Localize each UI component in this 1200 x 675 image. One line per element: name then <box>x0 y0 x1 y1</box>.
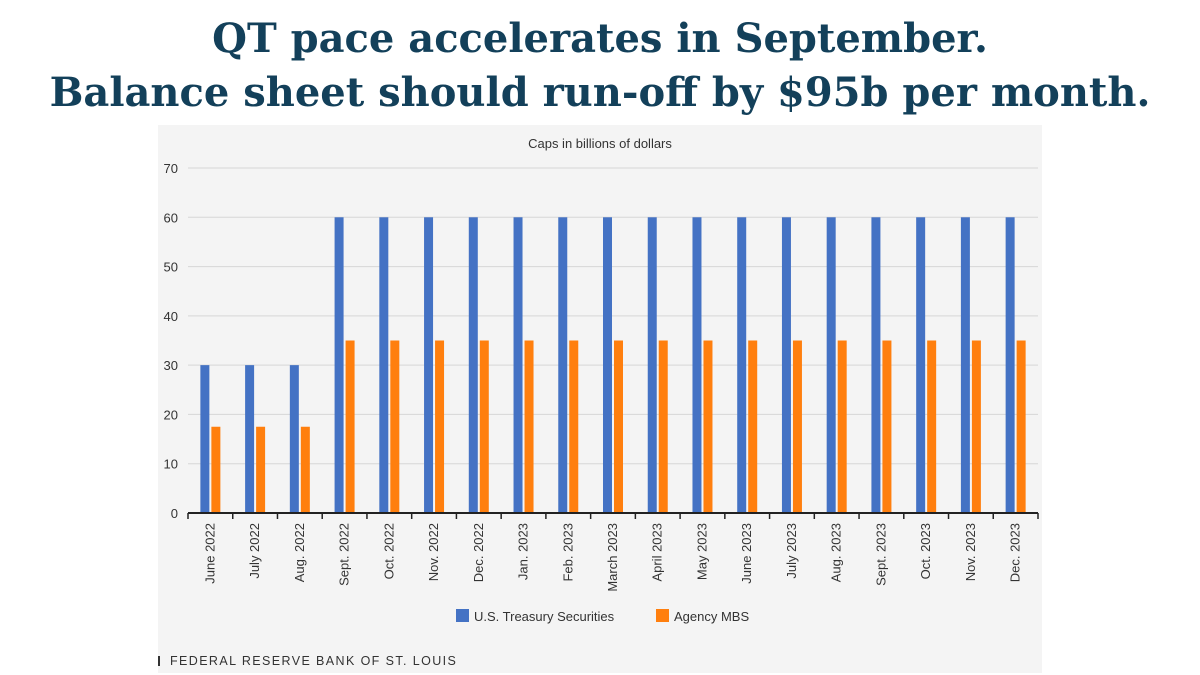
source-divider <box>158 656 160 666</box>
x-tick-label: April 2023 <box>650 523 665 582</box>
bar-treasury <box>424 217 434 513</box>
x-tick-label: Nov. 2022 <box>426 523 441 581</box>
bar-agency-mbs <box>479 340 489 513</box>
y-tick-label: 30 <box>164 358 178 373</box>
bar-treasury <box>379 217 389 513</box>
bar-treasury <box>200 365 210 513</box>
bar-treasury <box>603 217 612 513</box>
bar-treasury <box>245 365 255 513</box>
bar-treasury <box>468 217 478 513</box>
y-tick-label: 40 <box>164 309 178 324</box>
bar-agency-mbs <box>390 340 400 513</box>
bar-agency-mbs <box>703 340 713 513</box>
legend-swatch-agency-mbs <box>656 609 669 622</box>
x-tick-label: June 2022 <box>202 523 217 584</box>
y-tick-label: 0 <box>171 506 178 521</box>
chart-title: Caps in billions of dollars <box>528 136 672 151</box>
bar-agency-mbs <box>345 340 355 513</box>
bar-agency-mbs <box>524 340 534 513</box>
bar-agency-mbs <box>837 340 847 513</box>
x-tick-label: Sept. 2023 <box>873 523 888 586</box>
bar-agency-mbs <box>971 340 981 513</box>
bar-agency-mbs <box>211 426 221 513</box>
bar-agency-mbs <box>658 340 668 513</box>
y-tick-label: 70 <box>164 161 178 176</box>
bar-agency-mbs <box>792 340 802 513</box>
x-tick-label: Nov. 2023 <box>963 523 978 581</box>
bar-agency-mbs <box>435 340 445 513</box>
headline: QT pace accelerates in September. Balanc… <box>0 12 1200 120</box>
y-tick-label: 60 <box>164 210 178 225</box>
bar-agency-mbs <box>927 340 937 513</box>
x-tick-label: Dec. 2023 <box>1008 523 1023 582</box>
bar-chart: Caps in billions of dollars 0 10 20 30 40 50 60… <box>164 136 1039 624</box>
headline-line-1: QT pace accelerates in September. <box>212 15 988 62</box>
bar-agency-mbs <box>748 340 758 513</box>
y-tick-label: 50 <box>164 260 178 275</box>
x-tick-label: July 2022 <box>247 523 262 579</box>
x-tick-label: Sept. 2022 <box>337 523 352 586</box>
bar-treasury <box>737 217 747 513</box>
x-tick-label: Dec. 2022 <box>471 523 486 582</box>
y-tick-label: 20 <box>164 407 178 422</box>
bar-treasury <box>826 217 836 513</box>
y-tick-label: 10 <box>164 457 178 472</box>
headline-line-2: Balance sheet should run-off by $95b per… <box>49 69 1151 116</box>
source-text: FEDERAL RESERVE BANK OF ST. LOUIS <box>170 654 458 668</box>
bar-treasury <box>1005 217 1015 513</box>
bar-treasury <box>871 217 881 513</box>
chart-panel: Caps in billions of dollars 0 10 20 30 40 50 60… <box>158 125 1042 673</box>
legend-swatch-treasury <box>456 609 469 622</box>
bar-agency-mbs <box>300 426 310 513</box>
x-tick-label: Jan. 2023 <box>516 523 531 580</box>
x-tick-label: Aug. 2023 <box>829 523 844 582</box>
bar-agency-mbs <box>614 340 623 513</box>
bar-treasury <box>692 217 702 513</box>
bar-treasury <box>647 217 657 513</box>
source-credit: FEDERAL RESERVE BANK OF ST. LOUIS <box>158 654 457 668</box>
x-tick-label: June 2023 <box>739 523 754 584</box>
bar-treasury <box>513 217 523 513</box>
x-tick-label: Feb. 2023 <box>560 523 575 582</box>
bar-treasury <box>781 217 791 513</box>
x-tick-label: March 2023 <box>605 523 620 592</box>
bar-agency-mbs <box>256 426 266 513</box>
bar-agency-mbs <box>882 340 892 513</box>
x-tick-label: July 2023 <box>784 523 799 579</box>
x-tick-label: Oct. 2022 <box>381 523 396 579</box>
x-tick-label: Oct. 2023 <box>918 523 933 579</box>
legend-label-treasury: U.S. Treasury Securities <box>474 609 615 624</box>
legend-label-agency-mbs: Agency MBS <box>674 609 749 624</box>
bar-agency-mbs <box>569 340 579 513</box>
bar-treasury <box>960 217 970 513</box>
bar-treasury <box>289 365 299 513</box>
bar-agency-mbs <box>1016 340 1026 513</box>
bar-treasury <box>558 217 568 513</box>
bar-treasury <box>916 217 926 513</box>
x-tick-label: May 2023 <box>694 523 709 580</box>
bar-treasury <box>334 217 344 513</box>
x-tick-label: Aug. 2022 <box>292 523 307 582</box>
